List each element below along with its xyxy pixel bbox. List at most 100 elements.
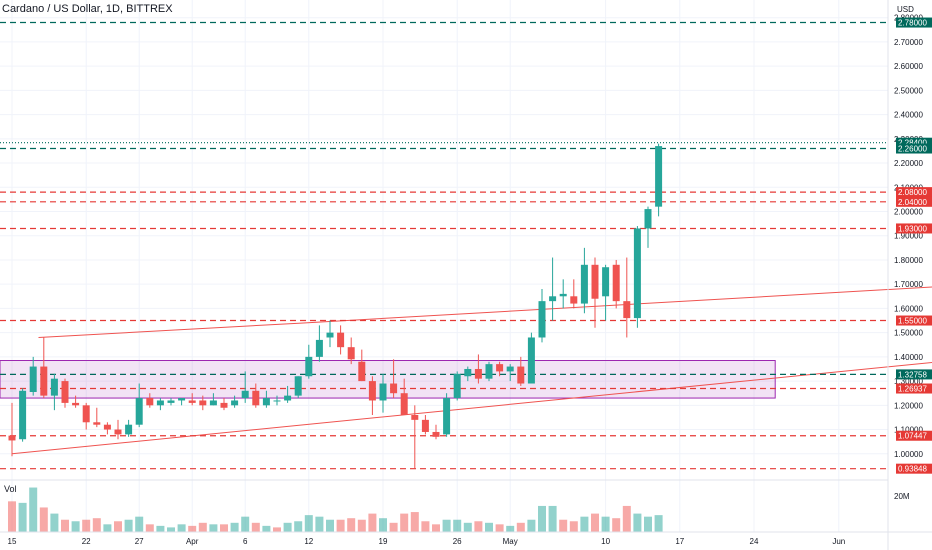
volume-bar — [220, 524, 228, 532]
volume-bar — [283, 522, 292, 532]
price-badge-label: 2.04000 — [898, 198, 927, 207]
candle-body — [220, 402, 228, 408]
x-tick-label: Jun — [832, 537, 845, 546]
candle-body — [623, 301, 631, 319]
y-tick-label: 1.50000 — [894, 329, 923, 338]
volume-bar — [103, 524, 112, 532]
x-tick-label: 26 — [453, 537, 462, 546]
volume-bar — [294, 521, 303, 532]
price-badge-label: 2.78000 — [898, 19, 927, 28]
candle-body — [167, 400, 175, 403]
candle-body — [517, 366, 525, 384]
candle-body — [400, 393, 408, 416]
volume-bar — [442, 519, 451, 532]
x-tick-label: 27 — [135, 537, 144, 546]
candle-body — [506, 366, 514, 372]
volume-bar — [315, 516, 324, 532]
y-tick-label: 2.70000 — [894, 38, 923, 47]
candle-body — [252, 390, 260, 406]
volume-bar — [357, 519, 366, 532]
candle-body — [421, 419, 429, 432]
price-badge-label: 2.28400 — [898, 139, 927, 148]
volume-bar — [474, 521, 483, 532]
candle-body — [178, 398, 186, 401]
volume-bar — [633, 513, 642, 532]
candles — [8, 143, 663, 469]
volume-bar — [145, 524, 154, 532]
candle-body — [40, 366, 48, 396]
volume-bar — [538, 505, 546, 532]
price-badge-label: 2.26000 — [898, 145, 927, 154]
volume-bar — [485, 522, 493, 532]
y-tick-label: 1.60000 — [894, 304, 923, 313]
volume-bar — [251, 522, 260, 532]
candle-body — [209, 400, 217, 406]
candle-body — [231, 400, 239, 406]
price-badge — [896, 383, 932, 394]
candle-body — [358, 361, 366, 382]
price-badge — [896, 315, 932, 326]
price-badge — [896, 143, 932, 154]
volume-bar — [336, 519, 345, 532]
volume-bar — [8, 501, 16, 532]
candle-body — [496, 364, 504, 372]
candle-body — [19, 390, 27, 440]
volume-bar — [601, 516, 610, 532]
candle-body — [538, 301, 546, 338]
volume-label: Vol — [4, 484, 17, 494]
candle-body — [411, 415, 419, 420]
candle-body — [612, 264, 620, 302]
candle-body — [72, 402, 80, 406]
volume-bar — [421, 521, 430, 532]
trendline — [11, 361, 932, 455]
x-tick-label: 10 — [601, 537, 610, 546]
candle-body — [114, 429, 122, 435]
price-badge-label: 2.08000 — [898, 188, 927, 197]
candle-body — [580, 264, 588, 304]
candle-body — [432, 431, 440, 437]
candle-body — [103, 424, 111, 430]
price-badge — [896, 196, 932, 207]
time-axis[interactable]: 15 22 27 Apr 6 12 19 26 May 10 17 24 Jun — [0, 531, 932, 546]
x-tick-label: 12 — [304, 537, 313, 546]
y-tick-label: 1.10000 — [894, 426, 923, 435]
candle-body — [156, 400, 164, 406]
candle-body — [474, 368, 482, 379]
volume-bar — [92, 518, 101, 532]
volume-bar — [124, 519, 133, 532]
x-tick-label: 17 — [675, 537, 684, 546]
x-tick-label: 22 — [82, 537, 91, 546]
volume-bar — [39, 507, 48, 532]
volume-bar — [326, 519, 334, 532]
candle-body — [464, 368, 472, 377]
price-badge — [896, 430, 932, 441]
horizontal-levels — [0, 21, 888, 470]
candle-body — [443, 398, 451, 435]
candle-body — [305, 356, 313, 377]
volume-bar — [622, 505, 631, 532]
volume-bar — [167, 527, 175, 532]
volume-bar — [580, 516, 589, 532]
volume-bar — [241, 516, 250, 532]
volume-bar — [379, 518, 387, 532]
volume-tick-label: 20M — [894, 492, 910, 501]
candle-body — [549, 296, 557, 302]
price-badge — [896, 17, 932, 28]
x-tick-label: Apr — [186, 537, 199, 546]
trendlines — [11, 286, 932, 455]
candle-body — [294, 376, 302, 396]
volume-bar — [463, 522, 472, 532]
candle-body — [527, 337, 535, 384]
volume-bar — [527, 519, 536, 532]
candle-body — [199, 400, 207, 406]
candle-body — [337, 332, 345, 348]
volume-bar — [114, 521, 122, 532]
volume-bars — [8, 487, 663, 532]
volume-bar — [61, 519, 69, 532]
trendline — [303, 286, 932, 324]
x-tick-label: 15 — [8, 537, 17, 546]
candle-body — [591, 264, 599, 299]
volume-bar — [304, 515, 313, 532]
volume-bar — [495, 524, 504, 532]
